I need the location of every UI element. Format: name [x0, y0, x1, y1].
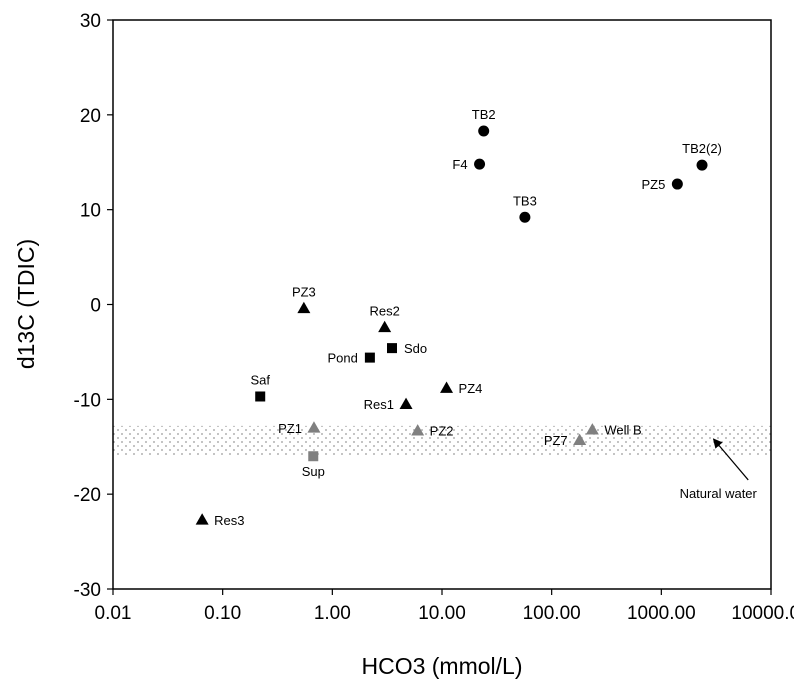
point-sup-label: Sup [302, 464, 325, 479]
x-tick-label: 10.00 [418, 603, 466, 624]
point-pz1-label: PZ1 [278, 421, 302, 436]
point-pz7-marker [573, 433, 587, 445]
point-pz4-label: PZ4 [459, 381, 483, 396]
y-axis-title: d13C (TDIC) [13, 239, 39, 369]
y-tick-label: -10 [74, 390, 101, 411]
y-axis: -30 -20 -10 0 10 20 30 [74, 11, 113, 601]
point-pz4-marker [440, 381, 454, 393]
point-tb2-2-label: TB2(2) [682, 141, 722, 156]
plot-area [112, 19, 772, 590]
y-tick-label: -20 [74, 485, 101, 506]
point-pz3-label: PZ3 [292, 284, 316, 299]
point-pz1-marker [307, 421, 321, 433]
y-tick-label: 20 [80, 106, 101, 127]
point-tb2-label: TB2 [472, 107, 496, 122]
data-points: TB2 F4 TB3 TB2(2) PZ5 PZ3 Res2 Pond Sdo Saf PZ4 Res… [195, 107, 722, 528]
natural-water-label: Natural water [680, 486, 758, 501]
x-tick-label: 10000.00 [731, 603, 794, 624]
point-sdo-marker [386, 343, 397, 354]
x-tick-label: 1000.00 [627, 603, 696, 624]
x-axis-title: HCO3 (mmol/L) [361, 653, 522, 679]
y-tick-label: -30 [74, 580, 101, 601]
point-tb3-label: TB3 [513, 193, 537, 208]
point-pz2-label: PZ2 [430, 424, 454, 439]
x-tick-label: 0.01 [95, 603, 132, 624]
point-tb2-marker [478, 125, 490, 137]
point-res2-label: Res2 [369, 303, 399, 318]
point-pz2-marker [411, 424, 425, 436]
point-pz3-marker [297, 301, 311, 314]
point-tb3-marker [519, 211, 531, 223]
point-f4-marker [474, 158, 486, 170]
point-saf-label: Saf [250, 372, 270, 387]
point-pz7-label: PZ7 [544, 433, 568, 448]
point-res1-marker [399, 397, 413, 409]
point-res3-label: Res3 [214, 513, 244, 528]
point-res3-marker [195, 513, 209, 525]
point-pond-label: Pond [328, 351, 358, 366]
point-res1-label: Res1 [364, 397, 394, 412]
point-pond-marker [364, 352, 375, 363]
x-axis: 0.01 0.10 1.00 10.00 100.00 1000.00 10000.00 [95, 589, 794, 624]
y-tick-label: 0 [90, 296, 101, 317]
point-pz5-label: PZ5 [642, 177, 666, 192]
point-saf-marker [255, 391, 266, 402]
natural-water-band [113, 425, 771, 457]
x-tick-label: 100.00 [523, 603, 581, 624]
natural-water-arrow [712, 438, 749, 481]
point-f4-label: F4 [452, 157, 467, 172]
point-well-b-label: Well B [604, 423, 641, 438]
y-tick-label: 30 [80, 11, 101, 32]
point-sdo-label: Sdo [404, 341, 427, 356]
x-tick-label: 1.00 [314, 603, 351, 624]
point-well-b-marker [585, 423, 599, 435]
point-tb2-2-marker [696, 159, 708, 171]
y-tick-label: 10 [80, 201, 101, 222]
x-tick-label: 0.10 [204, 603, 241, 624]
point-sup-marker [308, 451, 319, 462]
point-pz5-marker [671, 178, 683, 190]
point-res2-marker [378, 320, 392, 333]
